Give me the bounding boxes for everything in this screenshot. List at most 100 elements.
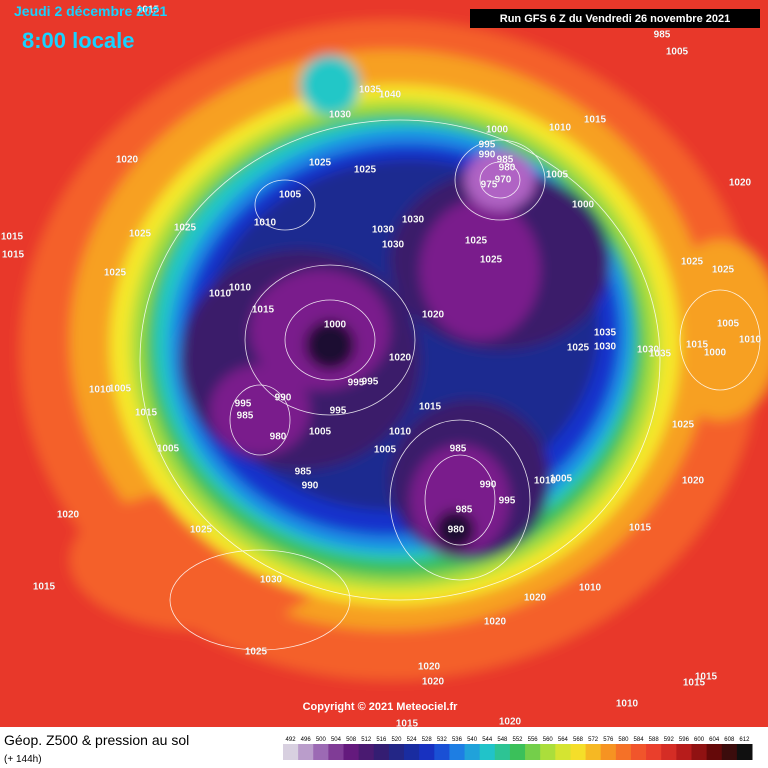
colorbar-swatch — [706, 744, 723, 760]
colorbar-label: 568 — [573, 737, 584, 743]
isobar-label: 1005 — [157, 444, 180, 455]
isobar-label: 1020 — [499, 717, 522, 728]
isobar-label: 975 — [481, 180, 498, 191]
isobar-label: 1035 — [594, 328, 617, 339]
isobar-label: 1015 — [135, 408, 158, 419]
colorbar-swatch — [525, 744, 541, 760]
isobar-label: 1015 — [683, 678, 706, 689]
isobar-label: 1030 — [594, 342, 617, 353]
isobar-label: 1010 — [739, 335, 762, 346]
isobar-label: 985 — [237, 411, 254, 422]
isobar-label: 1020 — [484, 617, 507, 628]
isobar-label: 1030 — [637, 345, 660, 356]
isobar-label: 990 — [275, 393, 292, 404]
colorbar-swatch — [736, 744, 753, 760]
colorbar-label: 492 — [286, 737, 297, 743]
colorbar-label: 600 — [694, 737, 705, 743]
colorbar-swatch — [600, 744, 617, 760]
isobar-label: 1025 — [712, 265, 735, 276]
isobar-label: 980 — [499, 163, 516, 174]
isobar-label: 1010 — [89, 385, 112, 396]
header: Jeudi 2 décembre 2021 8:00 locale Run GF… — [14, 3, 760, 53]
colorbar-swatch — [373, 744, 390, 760]
isobar-label: 1005 — [717, 319, 740, 330]
isobar-label: 1025 — [567, 343, 590, 354]
isobar-label: 1020 — [422, 677, 445, 688]
isobar-label: 980 — [270, 432, 287, 443]
isobar-label: 1010 — [254, 218, 277, 229]
isobar-label: 1015 — [396, 719, 419, 730]
colorbar-swatch — [434, 744, 450, 760]
colorbar-swatch — [676, 744, 692, 760]
colorbar-label: 504 — [331, 737, 342, 743]
isobar-label: 1020 — [524, 593, 547, 604]
colorbar-swatch — [479, 744, 496, 760]
isobar-label: 1040 — [379, 90, 402, 101]
colorbar-label: 588 — [649, 737, 660, 743]
colorbar-swatch — [328, 744, 345, 760]
colorbar-label: 580 — [618, 737, 629, 743]
colorbar-label: 532 — [437, 737, 448, 743]
colorbar-label: 496 — [301, 737, 312, 743]
isobar-label: 1030 — [372, 225, 395, 236]
colorbar-label: 524 — [407, 737, 418, 743]
colorbar-label: 592 — [664, 737, 675, 743]
colorbar-label: 564 — [558, 737, 569, 743]
isobar-label: 1015 — [419, 402, 442, 413]
colorbar-label: 508 — [346, 737, 357, 743]
colorbar-label: 548 — [497, 737, 508, 743]
isobar-label: 980 — [448, 525, 465, 536]
colorbar-label: 576 — [603, 737, 614, 743]
valid-time: 8:00 locale — [22, 28, 135, 53]
colorbar-swatch — [404, 744, 420, 760]
isobar-label: 1010 — [209, 289, 232, 300]
colorbar-swatch — [630, 744, 647, 760]
colorbar-swatch — [388, 744, 405, 760]
colorbar-label: 560 — [543, 737, 554, 743]
isobar-label: 1005 — [550, 474, 573, 485]
isobar-label: 1015 — [695, 672, 718, 683]
isobar-label: 1015 — [137, 5, 160, 16]
isobar-label: 985 — [497, 155, 514, 166]
colorbar: 492 496 500 504 508 512 516 520 524 528 532 536 540 5… — [283, 737, 753, 760]
colorbar-label: 516 — [376, 737, 387, 743]
isobar-label: 985 — [295, 467, 312, 478]
isobar-label: 1005 — [546, 170, 569, 181]
isobar-label: 1015 — [33, 582, 56, 593]
colorbar-swatch — [283, 744, 299, 760]
isobar-label: 995 — [348, 378, 365, 389]
isobar-label: 1015 — [686, 340, 709, 351]
colorbar-label: 612 — [739, 737, 750, 743]
isobar-label: 1015 — [584, 115, 607, 126]
isobar-label: 1010 — [549, 123, 572, 134]
colorbar-label: 556 — [528, 737, 539, 743]
isobar-label: 985 — [456, 505, 473, 516]
colorbar-label: 596 — [679, 737, 690, 743]
colorbar-label: 520 — [391, 737, 402, 743]
isobar-label: 990 — [480, 480, 497, 491]
isobar-label: 1020 — [682, 476, 705, 487]
isobar-label: 1000 — [324, 320, 347, 331]
isobar-label: 1010 — [616, 699, 639, 710]
isobars — [139, 119, 761, 651]
isobar-label: 995 — [479, 140, 496, 151]
isobar-label: 985 — [654, 30, 671, 41]
colorbar-swatch — [509, 744, 526, 760]
run-box — [470, 9, 760, 28]
isobar-label: 1010 — [229, 283, 252, 294]
colorbar-swatch — [585, 744, 602, 760]
colorbar-label: 536 — [452, 737, 463, 743]
colorbar-label: 572 — [588, 737, 599, 743]
colorbar-swatch — [615, 744, 632, 760]
valid-date: Jeudi 2 décembre 2021 — [14, 3, 168, 19]
isobar-label: 1010 — [579, 583, 602, 594]
isobar-label: 1015 — [2, 250, 25, 261]
isobar-label: 1005 — [666, 47, 689, 58]
isobar-label: 1025 — [309, 158, 332, 169]
isobar-label: 970 — [495, 175, 512, 186]
isobar-label: 1020 — [422, 310, 445, 321]
isobar-label: 1035 — [359, 85, 382, 96]
colorbar-swatch — [313, 744, 329, 760]
isobar-label: 985 — [450, 444, 467, 455]
isobar-label: 995 — [330, 406, 347, 417]
